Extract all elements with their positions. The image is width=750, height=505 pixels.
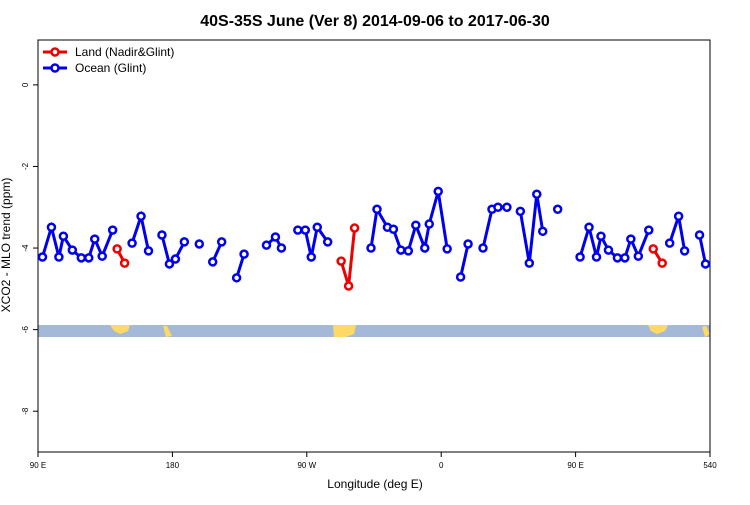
- point: [388, 224, 399, 235]
- point: [433, 186, 443, 197]
- legend-marker: [50, 47, 60, 57]
- point: [164, 259, 175, 269]
- point: [552, 204, 563, 215]
- land-shape: [648, 325, 668, 334]
- point: [127, 238, 137, 248]
- plot-frame: [37, 39, 711, 453]
- point: [349, 223, 360, 233]
- point: [700, 259, 711, 269]
- point: [411, 220, 421, 230]
- point: [293, 225, 303, 235]
- point: [648, 244, 659, 254]
- point: [312, 222, 323, 232]
- y-tick-label: -6: [21, 326, 30, 334]
- point: [420, 243, 430, 253]
- point: [157, 230, 167, 240]
- point: [366, 243, 376, 253]
- point: [112, 244, 122, 254]
- point: [424, 219, 435, 229]
- x-tick-label: 90 E: [567, 461, 583, 470]
- point: [37, 252, 48, 262]
- ocean-strip: [38, 325, 710, 337]
- point: [524, 258, 535, 268]
- point: [84, 253, 94, 263]
- point: [455, 272, 466, 282]
- land-shape: [702, 326, 710, 337]
- point: [46, 222, 57, 232]
- point: [58, 231, 69, 241]
- point: [584, 222, 594, 232]
- y-tick-label: -8: [21, 407, 30, 415]
- point: [442, 244, 452, 254]
- point: [515, 206, 526, 217]
- legend-marker: [50, 63, 60, 73]
- legend-label: Ocean (Glint): [75, 61, 146, 75]
- point: [300, 225, 311, 235]
- legend-label: Land (Nadir&Glint): [75, 45, 174, 59]
- point: [136, 211, 146, 221]
- point: [633, 251, 644, 261]
- map-strip: [38, 325, 710, 337]
- point: [478, 243, 488, 253]
- point: [239, 249, 249, 259]
- point: [107, 225, 118, 235]
- point: [620, 253, 630, 263]
- point: [67, 245, 78, 255]
- x-tick-label: 90 E: [30, 461, 46, 470]
- point: [89, 234, 100, 244]
- land-shape: [110, 325, 130, 334]
- x-tick-label: 90 W: [297, 461, 316, 470]
- point: [626, 234, 636, 244]
- point: [322, 237, 333, 247]
- point: [194, 239, 205, 249]
- point: [179, 237, 190, 247]
- x-tick-label: 0: [439, 461, 444, 470]
- point: [54, 252, 64, 262]
- point: [493, 202, 503, 212]
- y-axis-label: XCO2 - MLO trend (ppm): [0, 178, 13, 313]
- x-tick-label: 540: [703, 461, 717, 470]
- point: [372, 204, 382, 215]
- point: [207, 257, 218, 267]
- point: [396, 245, 406, 255]
- point: [170, 254, 181, 264]
- land-shape: [163, 326, 172, 337]
- point: [276, 243, 287, 253]
- point: [644, 225, 654, 235]
- point: [673, 211, 684, 221]
- point: [261, 240, 272, 250]
- point: [603, 245, 614, 255]
- point: [306, 252, 317, 262]
- point: [143, 246, 154, 256]
- point: [694, 230, 705, 240]
- point: [612, 253, 623, 263]
- point: [532, 189, 542, 199]
- chart-title: 40S-35S June (Ver 8) 2014-09-06 to 2017-…: [200, 13, 550, 30]
- point: [664, 238, 675, 248]
- x-axis-label: Longitude (deg E): [327, 477, 422, 491]
- point: [679, 246, 690, 256]
- point: [231, 273, 242, 283]
- point: [502, 202, 512, 212]
- point: [537, 226, 548, 237]
- y-tick-label: -4: [21, 244, 30, 252]
- point: [657, 258, 667, 268]
- point: [97, 251, 107, 261]
- point: [575, 252, 585, 262]
- point: [403, 246, 414, 256]
- land-shape: [333, 325, 356, 337]
- x-tick-label: 180: [166, 461, 180, 470]
- y-tick-label: 0: [21, 82, 30, 87]
- y-tick-label: -2: [21, 162, 30, 170]
- point: [270, 232, 281, 242]
- point: [343, 281, 354, 291]
- point: [463, 239, 473, 249]
- point: [119, 258, 130, 268]
- point: [76, 253, 87, 263]
- point: [591, 252, 602, 262]
- point: [336, 256, 346, 266]
- point: [216, 237, 227, 247]
- point: [596, 231, 606, 241]
